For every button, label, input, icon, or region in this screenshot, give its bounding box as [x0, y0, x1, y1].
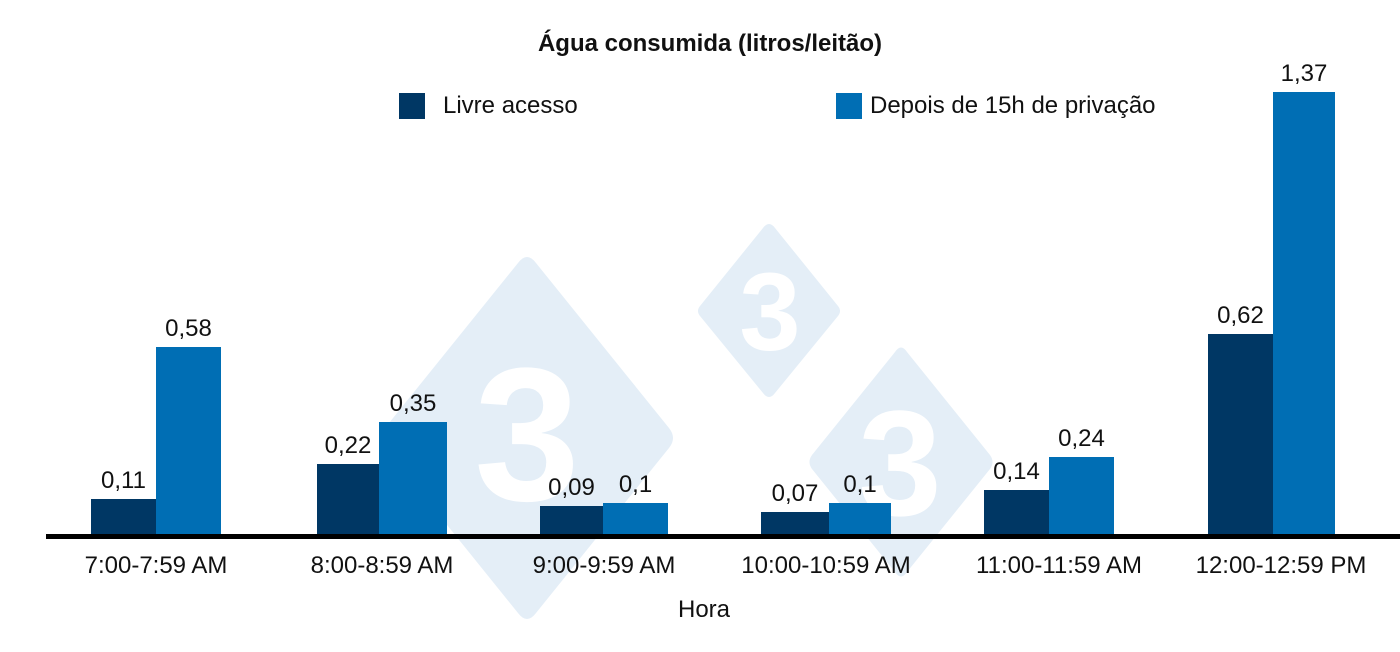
data-label: 0,07: [771, 480, 819, 507]
x-axis-line: [46, 534, 1400, 539]
x-tick-label: 11:00-11:59 AM: [976, 552, 1142, 579]
legend-label: Depois de 15h de privação: [870, 92, 1156, 119]
data-label: 0,58: [165, 315, 212, 342]
bar-series2: [156, 347, 221, 535]
data-label: 0,24: [1058, 425, 1105, 452]
data-label: 0,35: [389, 390, 437, 417]
chart-title: Água consumida (litros/leitão): [537, 30, 883, 57]
bar-series1: [984, 490, 1049, 535]
data-label: 0,14: [993, 458, 1040, 485]
legend-label: Livre acesso: [443, 92, 578, 119]
legend-item-depois-privacao: Depois de 15h de privação: [836, 92, 1156, 120]
data-label: 1,37: [1280, 60, 1328, 87]
x-tick-label: 9:00-9:59 AM: [532, 552, 676, 579]
legend-swatch-series2-icon: [836, 93, 862, 119]
data-label: 0,62: [1217, 302, 1264, 329]
bar-series2: [379, 422, 447, 535]
data-label: 0,22: [324, 432, 372, 459]
bar-series1: [1208, 334, 1273, 535]
bar-series1: [317, 464, 379, 535]
bar-series2: [829, 503, 891, 535]
x-axis-title: Hora: [677, 596, 731, 623]
data-label: 0,1: [618, 471, 653, 498]
x-tick-label: 7:00-7:59 AM: [84, 552, 228, 579]
bar-series1: [761, 512, 829, 535]
x-tick-label: 8:00-8:59 AM: [310, 552, 454, 579]
data-label: 0,11: [101, 467, 146, 494]
x-tick-label: 10:00-10:59 AM: [741, 552, 911, 579]
bar-series1: [540, 506, 603, 535]
bar-series1: [91, 499, 156, 535]
bar-series2: [603, 503, 668, 535]
data-label: 0,09: [548, 474, 595, 501]
data-label: 0,1: [843, 471, 877, 498]
bar-series2: [1273, 92, 1335, 535]
legend-item-livre-acesso: Livre acesso: [399, 92, 578, 120]
x-tick-label: 12:00-12:59 PM: [1195, 552, 1367, 579]
legend-swatch-series1-icon: [399, 93, 425, 119]
bar-series2: [1049, 457, 1114, 535]
